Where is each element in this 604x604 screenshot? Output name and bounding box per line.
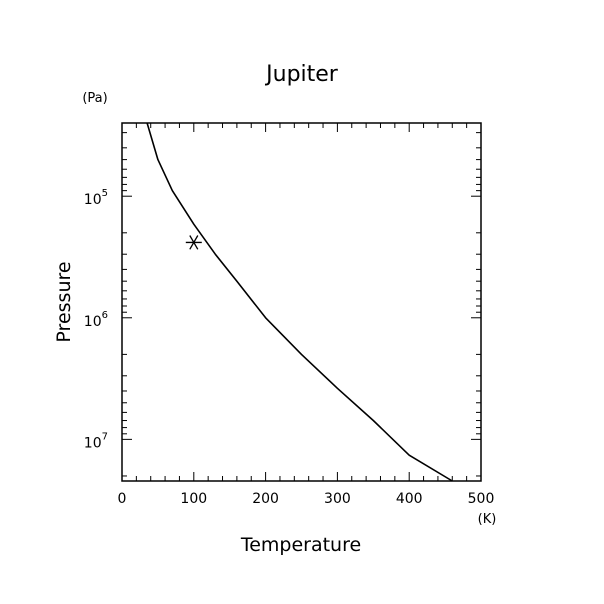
plot-frame xyxy=(121,122,482,482)
y-axis-ticks: 105 106 107 xyxy=(84,132,481,477)
x-axis-unit: (K) xyxy=(478,512,497,527)
x-axis-ticks: 0 100 200 300 400 500 xyxy=(118,123,495,507)
y-axis-label: Pressure xyxy=(53,261,75,342)
y-axis-unit: (Pa) xyxy=(82,91,107,106)
x-axis-label: Temperature xyxy=(240,534,361,556)
x-tick-label: 400 xyxy=(396,491,423,507)
y-tick-label: 107 xyxy=(84,431,108,451)
asterisk-marker xyxy=(185,235,202,250)
y-tick-label: 106 xyxy=(84,310,108,330)
x-tick-label: 300 xyxy=(324,491,351,507)
y-tick-label: 105 xyxy=(84,188,108,208)
pressure-temperature-line xyxy=(146,122,453,482)
x-tick-label: 0 xyxy=(118,491,127,507)
series-layer xyxy=(146,122,453,482)
chart-title: Jupiter xyxy=(264,62,339,87)
marker-layer xyxy=(185,235,202,250)
x-tick-label: 500 xyxy=(468,491,495,507)
x-tick-label: 100 xyxy=(180,491,207,507)
x-tick-label: 200 xyxy=(252,491,279,507)
